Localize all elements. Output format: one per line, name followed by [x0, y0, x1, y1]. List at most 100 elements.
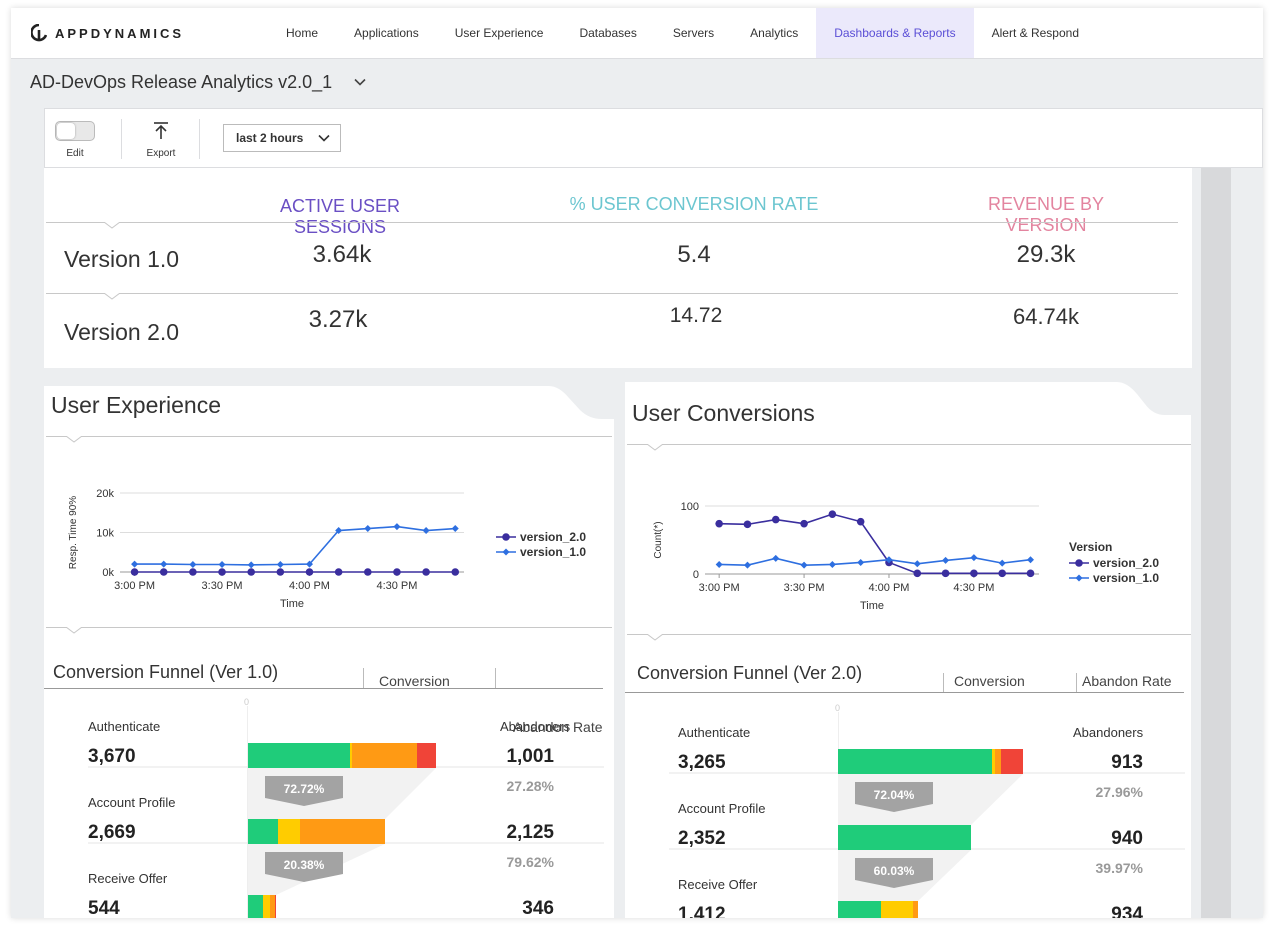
nav-dashboards-reports[interactable]: Dashboards & Reports — [816, 8, 974, 58]
logo[interactable]: APPDYNAMICS — [31, 24, 184, 42]
conversion-badge-account-profile: 20.38% — [265, 852, 343, 882]
data-point — [800, 561, 808, 569]
divider-notch — [104, 293, 120, 300]
conversion-count-chart: 0 100 3:00 PM 3:30 PM 4:00 PM 4:30 PM Time Coun… — [653, 501, 1159, 612]
nav-user-experience[interactable]: User Experience — [454, 26, 544, 40]
nav-databases[interactable]: Databases — [579, 26, 637, 40]
funnel-bar-receive-offer[interactable] — [248, 895, 276, 918]
data-point — [305, 560, 313, 568]
divider-notch — [647, 634, 663, 641]
funnel-axis — [247, 706, 248, 918]
data-point — [857, 558, 865, 566]
y-tick-label: 0 — [693, 569, 699, 581]
bar-segment-yellow — [350, 743, 353, 768]
data-point — [189, 568, 197, 576]
divider — [46, 293, 1178, 294]
export-button[interactable]: Export — [131, 109, 191, 169]
bar-segment-red — [1000, 749, 1023, 774]
dashboard-title: AD-DevOps Release Analytics v2.0_1 — [30, 72, 333, 92]
badge-shape — [265, 776, 343, 806]
stage-value-authenticate: 3,670 — [88, 746, 136, 767]
row-label-version-1: Version 1.0 — [64, 246, 180, 272]
y-tick-label: 0k — [102, 567, 114, 579]
appdynamics-logo-icon — [31, 24, 47, 42]
nav-home[interactable]: Home — [286, 26, 319, 40]
data-point — [771, 515, 780, 524]
divider — [46, 436, 612, 437]
x-tick-label: 3:00 PM — [699, 582, 740, 594]
nav-servers[interactable]: Servers — [672, 26, 715, 40]
time-range-value: last 2 hours — [236, 131, 304, 145]
bar-segment-orange — [995, 749, 1001, 774]
chevron-down-icon[interactable] — [353, 75, 367, 89]
funnel-bar-account-profile[interactable] — [838, 825, 971, 850]
axis-zero: 0 — [244, 697, 250, 707]
edit-toggle[interactable]: Edit — [45, 109, 105, 169]
axis-zero: 0 — [835, 703, 841, 713]
funnel-title: Conversion Funnel (Ver 2.0) — [637, 663, 863, 683]
conversion-pct: 20.38% — [283, 858, 325, 872]
nav-analytics[interactable]: Analytics — [750, 26, 799, 40]
y-tick-label: 20k — [96, 488, 114, 500]
data-point — [335, 527, 343, 535]
abandon-rate-authenticate: 27.96% — [1095, 784, 1143, 800]
data-point — [393, 523, 401, 531]
y-tick-label: 10k — [96, 528, 114, 540]
time-range-select[interactable]: last 2 hours — [223, 124, 341, 152]
divider — [627, 444, 1191, 445]
legend-marker — [502, 548, 510, 556]
data-point — [998, 569, 1007, 578]
stage-value-receive-offer: 1,412 — [678, 904, 726, 918]
data-point — [451, 525, 459, 533]
bar-segment-yellow — [991, 749, 996, 774]
toggle-knob — [57, 123, 75, 139]
funnel-bar-account-profile[interactable] — [248, 819, 385, 844]
data-point — [189, 560, 197, 568]
x-tick-label: 3:00 PM — [114, 580, 155, 592]
bar-segment-orange — [300, 819, 385, 844]
conversion-version-2: 14.72 — [669, 304, 723, 327]
divider-notch — [647, 444, 663, 451]
conversion-pct: 72.04% — [873, 788, 915, 802]
series-line-version_2.0 — [719, 513, 1031, 575]
column-divider — [363, 668, 364, 688]
funnel-bar-receive-offer[interactable] — [838, 901, 918, 918]
divider-notch — [66, 627, 82, 634]
toggle-switch[interactable] — [55, 121, 95, 141]
badge-shape — [265, 852, 343, 882]
data-point — [970, 554, 978, 562]
conversion-version-1: 5.4 — [677, 241, 711, 268]
series-line-version_1.0 — [134, 525, 456, 566]
bar-segment-orange — [913, 901, 918, 918]
funnel-bar-authenticate[interactable] — [838, 749, 1023, 774]
column-conversion: Conversion — [954, 673, 1025, 689]
data-point — [422, 527, 430, 535]
bar-segment-green — [248, 743, 351, 768]
y-axis-label: Resp. Time 90% — [68, 496, 79, 569]
x-tick-label: 4:00 PM — [289, 580, 330, 592]
abandoners-account-profile: 940 — [1111, 828, 1143, 849]
bar-segment-yellow — [881, 901, 914, 918]
abandoners-receive-offer: 934 — [1111, 904, 1143, 918]
column-divider — [943, 673, 944, 693]
legend-label: version_2.0 — [1093, 556, 1159, 570]
abandoners-receive-offer: 346 — [522, 898, 554, 918]
summary-widget: ACTIVE USER SESSIONS % USER CONVERSION R… — [44, 168, 1192, 368]
data-point — [743, 561, 751, 569]
legend-label: version_1.0 — [1093, 571, 1159, 585]
bar-segment-yellow — [278, 819, 301, 844]
data-point — [305, 568, 314, 576]
abandoners-label: Abandoners — [500, 719, 571, 734]
toolbar-divider — [199, 119, 200, 159]
nav-applications[interactable]: Applications — [354, 26, 419, 40]
data-point — [743, 520, 752, 529]
divider — [46, 222, 1178, 223]
abandoners-authenticate: 1,001 — [506, 746, 554, 767]
nav-alert-respond[interactable]: Alert & Respond — [991, 26, 1079, 40]
data-point — [276, 560, 284, 568]
bar-segment-green — [838, 901, 882, 918]
response-time-chart: 0k 10k 20k 3:00 PM 3:30 PM 4:00 PM 4:30 PM Time… — [68, 488, 586, 610]
legend-marker — [502, 533, 510, 541]
legend-marker — [1075, 559, 1083, 567]
funnel-bar-authenticate[interactable] — [248, 743, 436, 768]
